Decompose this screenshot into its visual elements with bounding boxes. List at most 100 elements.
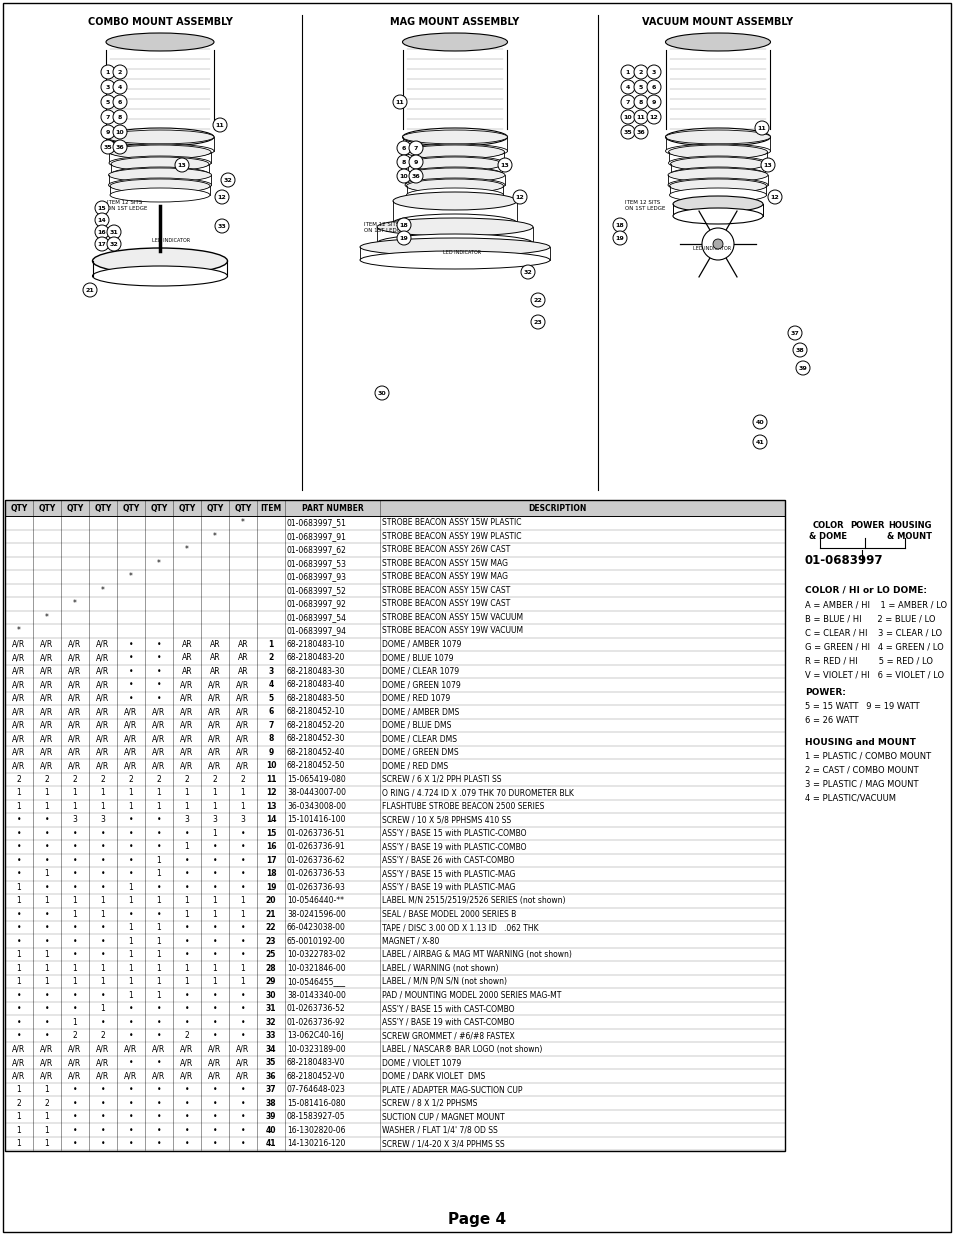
Text: •: • xyxy=(213,1031,217,1040)
Text: A/R: A/R xyxy=(40,708,53,716)
Circle shape xyxy=(646,110,660,124)
Text: •: • xyxy=(129,1113,133,1121)
Text: 3: 3 xyxy=(213,815,217,824)
Text: SCREW / 1/4-20 X 3/4 PPHMS SS: SCREW / 1/4-20 X 3/4 PPHMS SS xyxy=(381,1139,504,1149)
Text: 1: 1 xyxy=(156,977,161,987)
Text: 39: 39 xyxy=(266,1113,276,1121)
Text: 12: 12 xyxy=(515,194,524,200)
Text: A/R: A/R xyxy=(180,680,193,689)
Text: 10: 10 xyxy=(115,130,124,135)
Text: 01-0263736-53: 01-0263736-53 xyxy=(287,869,346,878)
Text: A/R: A/R xyxy=(69,721,82,730)
Text: •: • xyxy=(156,1086,161,1094)
Text: •: • xyxy=(129,856,133,864)
Ellipse shape xyxy=(111,157,209,170)
Text: A/R: A/R xyxy=(96,680,110,689)
Ellipse shape xyxy=(406,188,503,203)
Text: •: • xyxy=(213,924,217,932)
Text: 1: 1 xyxy=(156,856,161,864)
Text: A/R: A/R xyxy=(96,694,110,703)
Text: •: • xyxy=(129,667,133,676)
Text: ASS'Y / BASE 19 with PLASTIC-COMBO: ASS'Y / BASE 19 with PLASTIC-COMBO xyxy=(381,842,526,851)
Text: A/R: A/R xyxy=(124,1045,137,1053)
Circle shape xyxy=(634,80,647,94)
Text: 15: 15 xyxy=(97,205,107,210)
Text: 33: 33 xyxy=(266,1031,276,1040)
Text: •: • xyxy=(101,1099,105,1108)
Text: 1: 1 xyxy=(72,897,77,905)
Text: QTY: QTY xyxy=(206,504,223,513)
Text: 36-0343008-00: 36-0343008-00 xyxy=(287,802,346,810)
Text: •: • xyxy=(72,990,77,1000)
Text: A/R: A/R xyxy=(40,735,53,743)
Text: 19: 19 xyxy=(615,236,623,241)
Text: •: • xyxy=(17,869,21,878)
Text: A/R: A/R xyxy=(69,1072,82,1081)
Text: •: • xyxy=(129,1031,133,1040)
Text: 2 = CAST / COMBO MOUNT: 2 = CAST / COMBO MOUNT xyxy=(804,766,918,774)
Text: DOME / GREEN 1079: DOME / GREEN 1079 xyxy=(381,680,460,689)
Text: •: • xyxy=(45,815,50,824)
Ellipse shape xyxy=(106,33,213,51)
Text: •: • xyxy=(129,680,133,689)
Text: QTY: QTY xyxy=(151,504,168,513)
Ellipse shape xyxy=(669,179,765,193)
Text: A/R: A/R xyxy=(152,735,166,743)
Text: 1: 1 xyxy=(106,69,111,74)
Text: 1: 1 xyxy=(100,897,105,905)
Circle shape xyxy=(101,95,115,109)
Text: •: • xyxy=(213,937,217,946)
Text: 1: 1 xyxy=(156,788,161,798)
Text: •: • xyxy=(156,653,161,662)
Text: 68-2180452-40: 68-2180452-40 xyxy=(287,747,345,757)
Text: 1: 1 xyxy=(213,963,217,973)
Circle shape xyxy=(214,190,229,204)
Text: 22: 22 xyxy=(533,298,542,303)
Text: •: • xyxy=(17,856,21,864)
Circle shape xyxy=(752,435,766,450)
Ellipse shape xyxy=(405,144,504,159)
Text: 2: 2 xyxy=(240,774,245,784)
Text: A/R: A/R xyxy=(12,667,26,676)
Circle shape xyxy=(620,95,635,109)
Text: SCREW GROMMET / #6/#8 FASTEX: SCREW GROMMET / #6/#8 FASTEX xyxy=(381,1031,515,1040)
Text: A/R: A/R xyxy=(124,708,137,716)
Text: A/R: A/R xyxy=(124,1072,137,1081)
Text: 2: 2 xyxy=(72,1031,77,1040)
Text: QTY: QTY xyxy=(67,504,84,513)
Text: 36: 36 xyxy=(266,1072,276,1081)
Text: A/R: A/R xyxy=(40,761,53,771)
Text: A/R: A/R xyxy=(124,721,137,730)
Circle shape xyxy=(95,237,109,251)
Text: STROBE BEACON ASSY 19W MAG: STROBE BEACON ASSY 19W MAG xyxy=(381,572,507,582)
Ellipse shape xyxy=(405,156,504,170)
Text: •: • xyxy=(156,883,161,892)
Text: 68-2180483-40: 68-2180483-40 xyxy=(287,680,345,689)
Circle shape xyxy=(620,110,635,124)
Text: A/R: A/R xyxy=(40,747,53,757)
Text: 1: 1 xyxy=(16,950,21,960)
Text: 1: 1 xyxy=(129,802,133,810)
Text: 16: 16 xyxy=(266,842,276,851)
Text: A/R: A/R xyxy=(208,1058,221,1067)
Text: A/R: A/R xyxy=(180,708,193,716)
Text: 1: 1 xyxy=(45,1139,50,1149)
Text: TAPE / DISC 3.00 OD X 1.13 ID   .062 THK: TAPE / DISC 3.00 OD X 1.13 ID .062 THK xyxy=(381,924,538,932)
Text: DOME / BLUE DMS: DOME / BLUE DMS xyxy=(381,721,451,730)
Text: •: • xyxy=(72,869,77,878)
Text: •: • xyxy=(156,1018,161,1026)
Text: A/R: A/R xyxy=(236,747,250,757)
Text: 1: 1 xyxy=(129,937,133,946)
Text: 41: 41 xyxy=(755,440,763,445)
Text: 10: 10 xyxy=(399,173,408,179)
Circle shape xyxy=(497,158,512,172)
Text: 1: 1 xyxy=(100,963,105,973)
Text: G = GREEN / HI   4 = GREEN / LO: G = GREEN / HI 4 = GREEN / LO xyxy=(804,642,943,652)
Text: O RING / 4.724 ID X .079 THK 70 DUROMETER BLK: O RING / 4.724 ID X .079 THK 70 DUROMETE… xyxy=(381,788,574,798)
Text: 4 = PLASTIC/VACUUM: 4 = PLASTIC/VACUUM xyxy=(804,794,895,803)
Text: •: • xyxy=(185,1139,189,1149)
Text: A = AMBER / HI    1 = AMBER / LO: A = AMBER / HI 1 = AMBER / LO xyxy=(804,600,946,610)
Text: •: • xyxy=(156,680,161,689)
Text: 18: 18 xyxy=(399,222,408,227)
Text: 13: 13 xyxy=(177,163,186,168)
